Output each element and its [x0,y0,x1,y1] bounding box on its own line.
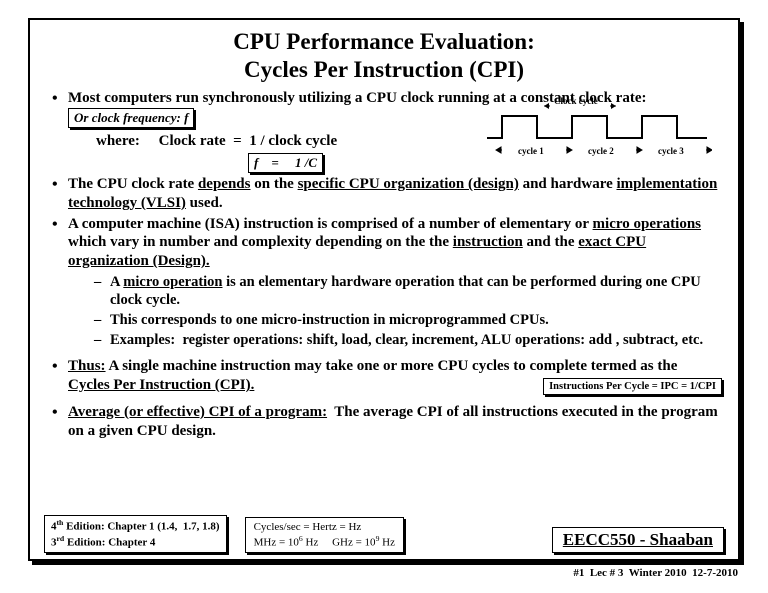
bullet-5: Average (or effective) CPI of a program:… [46,403,722,441]
cycle-3-label: cycle 3 [658,146,684,156]
slide-title: CPU Performance Evaluation: Cycles Per I… [46,28,722,83]
freq-box: Or clock frequency: f [68,108,194,128]
title-line-1: CPU Performance Evaluation: [233,29,535,54]
slide-frame: CPU Performance Evaluation: Cycles Per I… [28,18,740,561]
clock-waveform: Clock cycle cycle 1 cycle 2 cycle 3 [482,98,712,170]
footer-row: 4th Edition: Chapter 1 (1.4, 1.7, 1.8) 3… [44,515,724,553]
clock-cycle-label: Clock cycle [554,96,598,106]
sub-list: A micro operation is an elementary hardw… [90,273,722,350]
sub-1: A micro operation is an elementary hardw… [90,273,722,309]
units-box: Cycles/sec = Hertz = Hz MHz = 106 Hz GHz… [245,517,404,553]
title-line-2: Cycles Per Instruction (CPI) [244,57,524,82]
bullet-3: A computer machine (ISA) instruction is … [46,215,722,350]
course-box: EECC550 - Shaaban [552,527,724,553]
lecture-info: #1 Lec # 3 Winter 2010 12-7-2010 [573,567,738,579]
cycle-1-label: cycle 1 [518,146,544,156]
bullet-2: The CPU clock rate depends on the specif… [46,175,722,213]
formula-box: f = 1 /C [248,153,323,173]
cycle-2-label: cycle 2 [588,146,614,156]
ipc-box: Instructions Per Cycle = IPC = 1/CPI [543,378,722,395]
bullet-4: Thus: A single machine instruction may t… [46,357,722,395]
edition-box: 4th Edition: Chapter 1 (1.4, 1.7, 1.8) 3… [44,515,227,553]
sub-3: Examples: register operations: shift, lo… [90,331,722,349]
waveform-svg [482,98,712,170]
sub-2: This corresponds to one micro-instructio… [90,311,722,329]
